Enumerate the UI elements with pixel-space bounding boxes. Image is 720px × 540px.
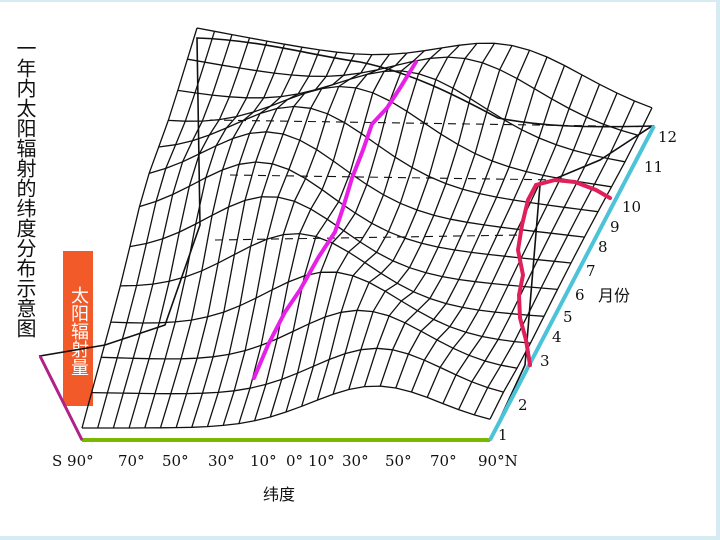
mesh-latitude-line xyxy=(332,42,478,395)
surface-outline xyxy=(38,37,655,441)
south-pole-edge-line xyxy=(38,355,84,441)
month-tick-label: 6 xyxy=(575,286,585,304)
mesh-latitude-line xyxy=(395,56,548,389)
latitude-tick-label: 10° xyxy=(308,452,335,470)
latitude-tick-label: 10° xyxy=(250,452,277,470)
month-tick-label: 12 xyxy=(658,128,677,146)
month-tick-label: 1 xyxy=(498,426,508,444)
right-border xyxy=(716,0,720,540)
month-tick-label: 8 xyxy=(598,238,608,256)
mesh-latitude-line xyxy=(97,31,216,429)
hidden-dashed-line xyxy=(214,234,521,241)
latitude-tick-label: S 90° xyxy=(52,452,94,470)
month-tick-label: 7 xyxy=(586,262,596,280)
mesh-latitude-line xyxy=(458,92,618,410)
mesh-latitude-line xyxy=(191,49,321,428)
mesh-latitude-line xyxy=(426,74,583,398)
latitude-tick-label: 50° xyxy=(162,452,189,470)
diagram-title: 一年内太阳辐射的纬度分布示意图 xyxy=(13,38,37,338)
latitude-tick-label: 30° xyxy=(208,452,235,470)
month-tick-label: 5 xyxy=(563,308,573,326)
mesh-latitude-line xyxy=(379,49,531,387)
hidden-dashed-line xyxy=(209,119,601,127)
mesh-latitude-line xyxy=(206,51,338,427)
surface-mesh xyxy=(81,27,653,429)
latitude-tick-label: 30° xyxy=(342,452,369,470)
mesh-latitude-line xyxy=(81,27,198,429)
mesh-latitude-line xyxy=(269,52,408,418)
mesh-latitude-line xyxy=(473,100,636,416)
month-tick-label: 2 xyxy=(518,396,528,414)
mesh-latitude-line xyxy=(112,34,233,429)
month-tick-label: 9 xyxy=(610,218,620,236)
mesh-latitude-line xyxy=(128,37,251,429)
month-tick-label: 3 xyxy=(540,352,550,370)
latitude-tick-label: 70° xyxy=(430,452,457,470)
bottom-border xyxy=(0,536,720,540)
radiation-axis-label: 太阳辐射量 xyxy=(63,251,93,406)
mesh-month-line xyxy=(120,232,545,317)
latitude-tick-label: 0° xyxy=(286,452,303,470)
month-axis-title: 月份 xyxy=(598,286,630,305)
mesh-latitude-line xyxy=(301,47,443,407)
latitude-axis-title: 纬度 xyxy=(263,485,295,504)
month-tick-label: 4 xyxy=(552,328,562,346)
direct-sun-curve xyxy=(252,60,418,380)
mesh-latitude-line xyxy=(159,43,286,428)
mesh-latitude-line xyxy=(222,53,356,426)
mesh-latitude-line xyxy=(175,46,303,428)
mesh-latitude-line xyxy=(410,65,566,393)
latitude-tick-labels: S 90° 70° 50° 30° 10° 0° 10° 30° 50° 70° 90°N xyxy=(52,452,518,470)
month-tick-label: 11 xyxy=(644,158,663,176)
mesh-latitude-line xyxy=(253,53,391,421)
top-border xyxy=(0,0,720,2)
latitude-tick-label: 90°N xyxy=(478,452,518,470)
hidden-dashed-line xyxy=(229,174,561,181)
north-pole-radiation-curve xyxy=(515,177,612,367)
mesh-latitude-line xyxy=(144,40,268,429)
mesh-latitude-line xyxy=(348,42,496,390)
mesh-latitude-line xyxy=(285,50,425,413)
latitude-tick-label: 70° xyxy=(118,452,145,470)
mesh-latitude-line xyxy=(363,45,513,387)
mesh-latitude-line xyxy=(238,54,373,424)
latitude-tick-label: 50° xyxy=(385,452,412,470)
mesh-latitude-line xyxy=(316,44,460,401)
mesh-latitude-line xyxy=(489,107,653,420)
month-tick-label: 10 xyxy=(622,198,641,216)
month-axis-line xyxy=(488,125,656,441)
